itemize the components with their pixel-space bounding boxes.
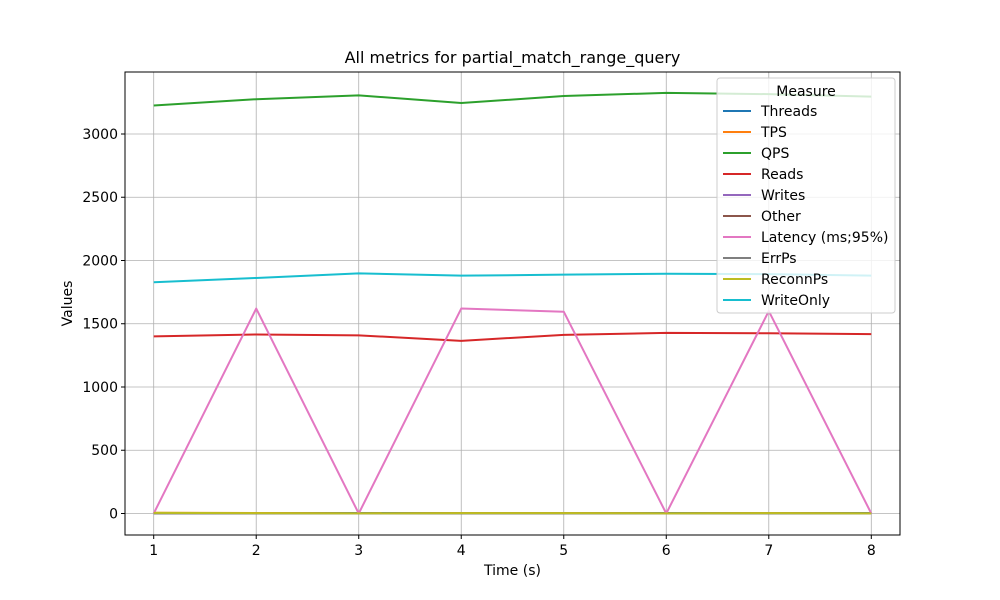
legend-label: Threads <box>760 104 817 120</box>
legend-title: Measure <box>776 84 836 100</box>
legend-label: Reads <box>761 167 803 183</box>
x-tick-label: 8 <box>867 543 876 559</box>
series-line-latency-ms-95 <box>152 307 873 515</box>
legend-label: QPS <box>761 146 789 162</box>
legend-label: TPS <box>760 125 787 141</box>
legend-label: ReconnPs <box>761 272 828 288</box>
x-tick-label: 6 <box>662 543 671 559</box>
legend-label: ErrPs <box>761 251 797 267</box>
x-tick-label: 2 <box>252 543 261 559</box>
legend-box <box>716 77 896 314</box>
y-tick-label: 1500 <box>82 317 118 333</box>
x-tick-label: 5 <box>559 543 568 559</box>
series-line-reads <box>153 331 872 342</box>
x-tick-label: 4 <box>457 543 466 559</box>
y-tick-label: 1000 <box>82 380 118 396</box>
legend-label: Other <box>761 209 801 225</box>
plot-frame <box>124 71 901 536</box>
series-line-reconnps <box>153 511 872 515</box>
legend-label: Latency (ms;95%) <box>761 230 888 246</box>
x-axis-label: Time (s) <box>483 563 541 579</box>
x-tick-label: 3 <box>354 543 363 559</box>
y-tick-label: 3000 <box>82 127 118 143</box>
legend-label: WriteOnly <box>761 293 830 309</box>
legend-label: Writes <box>761 188 805 204</box>
y-tick-label: 0 <box>109 506 118 522</box>
y-tick-label: 2500 <box>82 190 118 206</box>
y-tick-label: 2000 <box>82 253 118 269</box>
tick-layer: 1 2 3 4 5 6 7 8 0 500 1000 1500 2000 2500 3000 <box>82 127 875 559</box>
y-axis-label: Values <box>60 281 76 327</box>
legend: Measure Threads TPS QPS Reads Writes Other Late… <box>716 77 896 314</box>
x-tick-label: 7 <box>764 543 773 559</box>
x-tick-label: 1 <box>149 543 158 559</box>
chart-title: All metrics for partial_match_range_quer… <box>345 48 681 68</box>
series-layer <box>152 91 873 515</box>
y-tick-label: 500 <box>91 443 118 459</box>
